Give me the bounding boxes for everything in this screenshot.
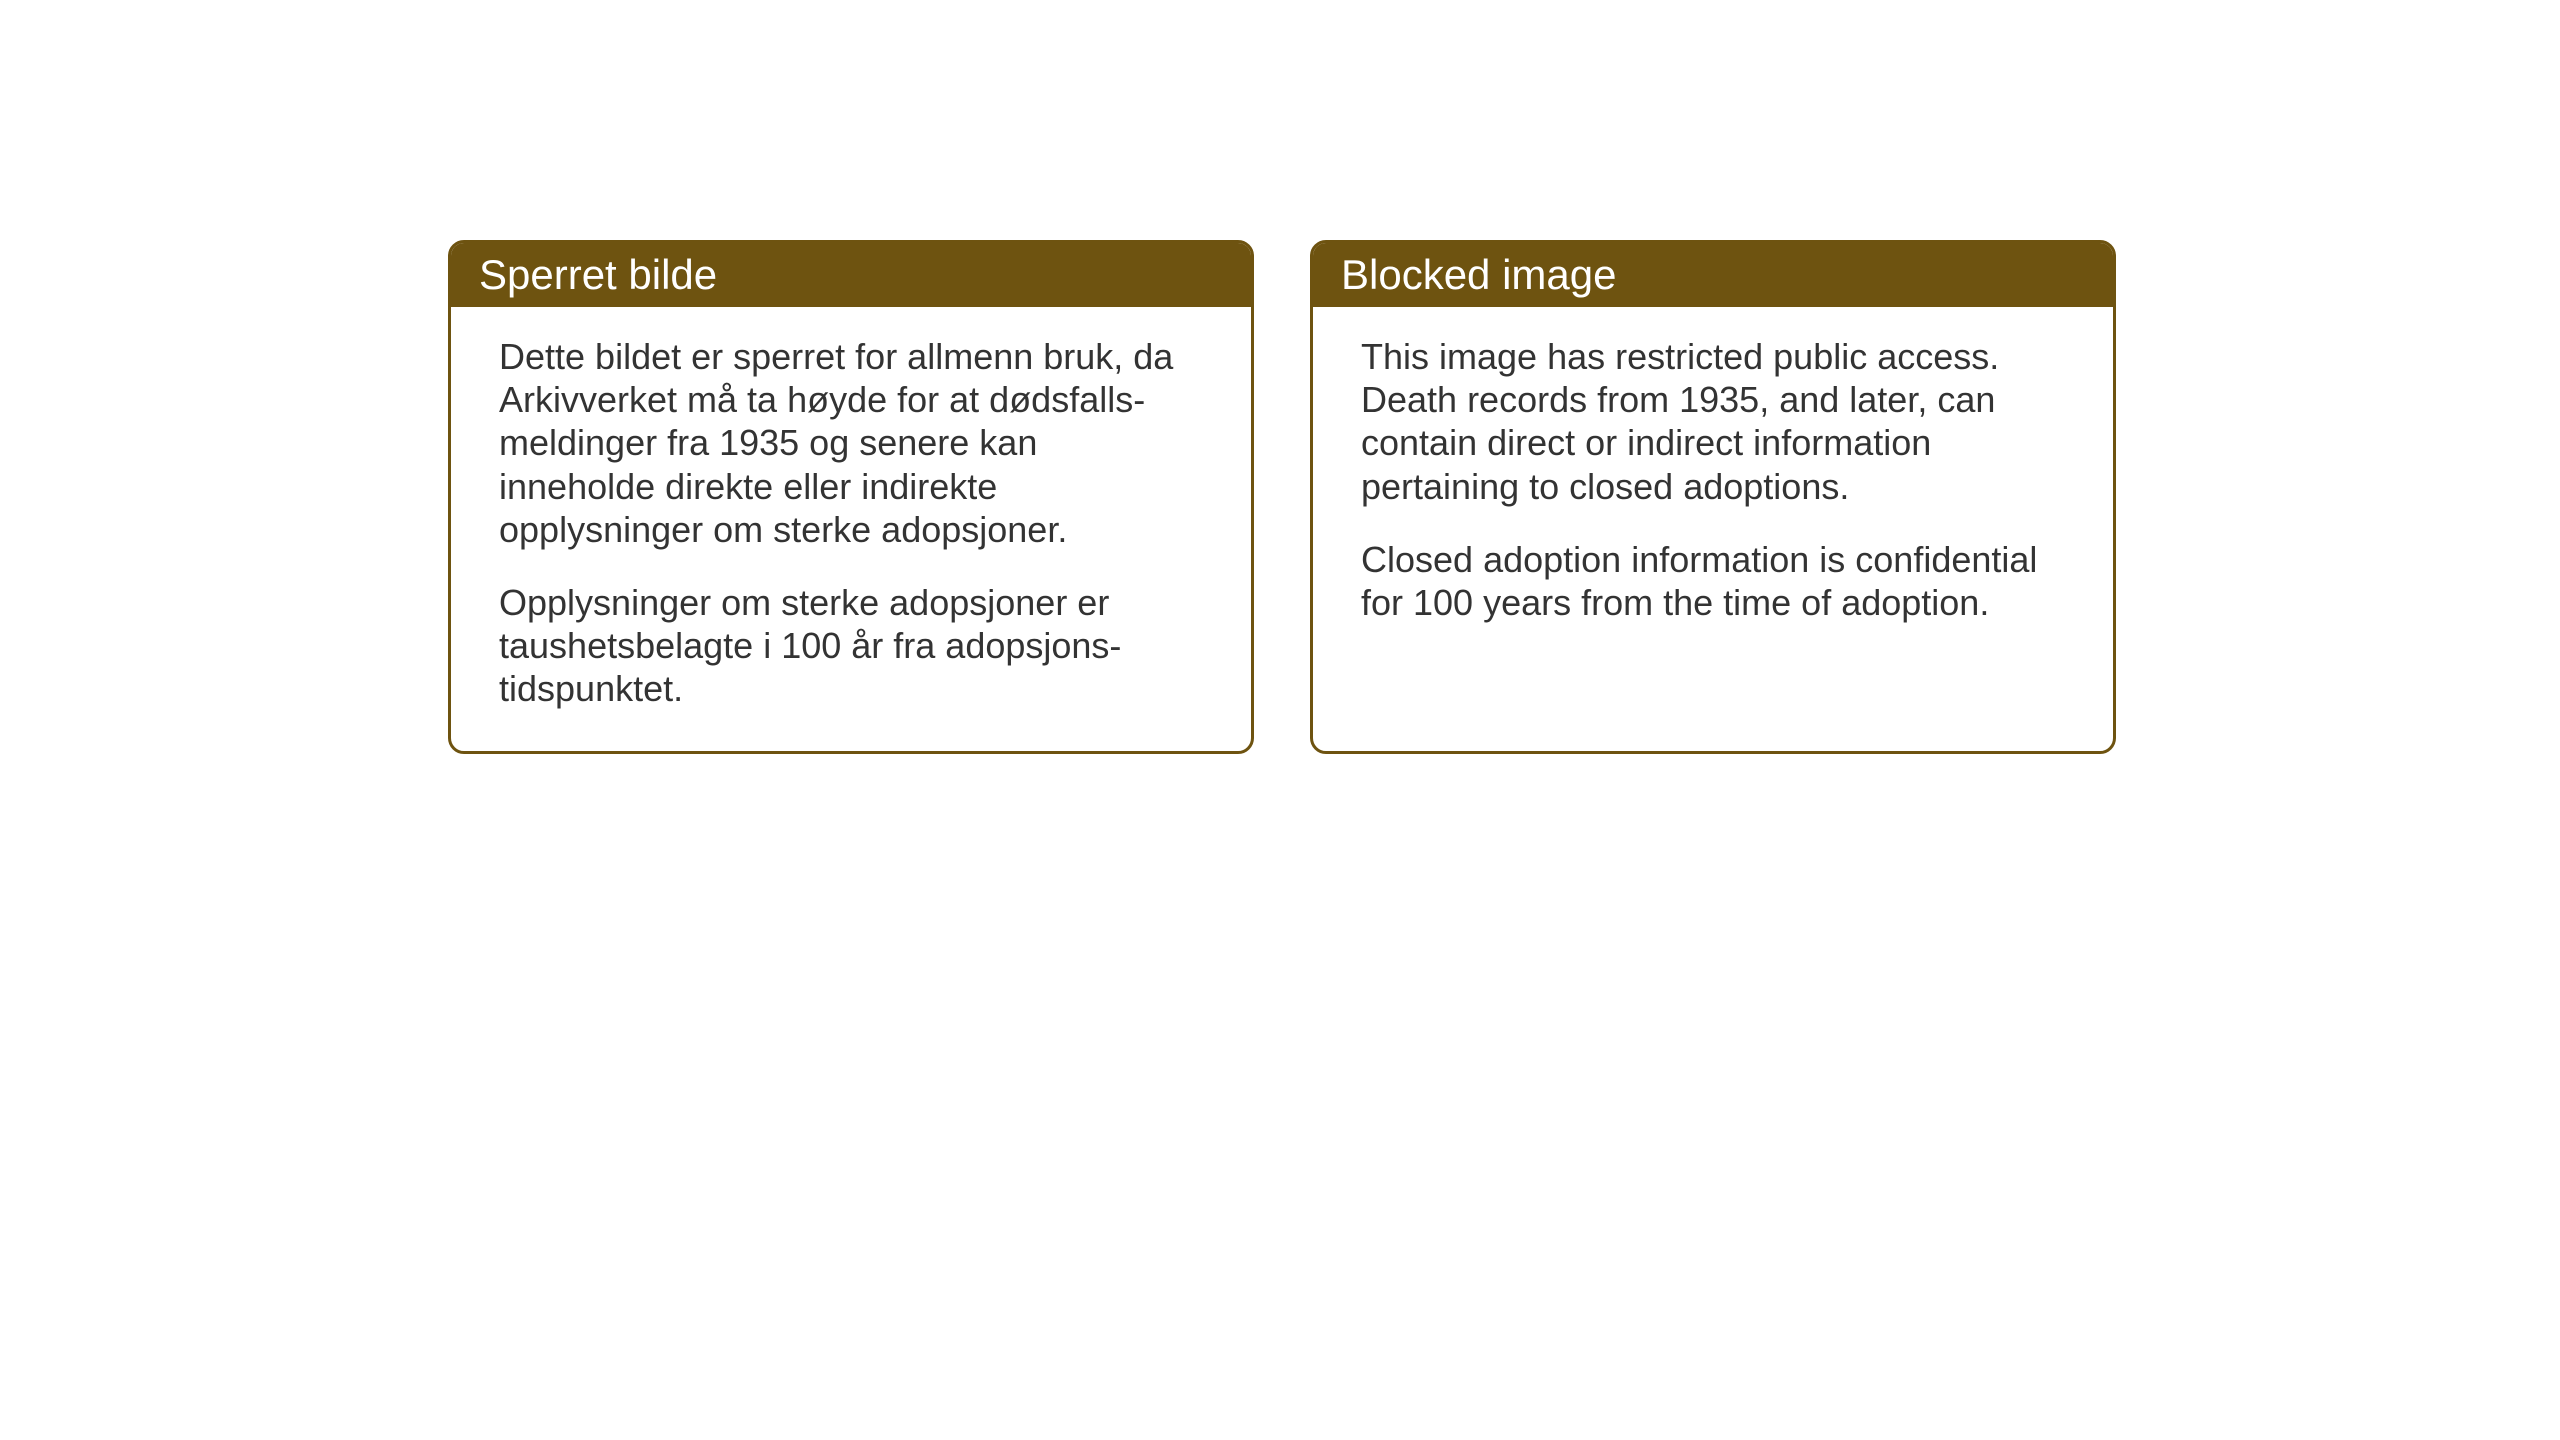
card-title-norwegian: Sperret bilde — [479, 251, 717, 298]
card-title-english: Blocked image — [1341, 251, 1616, 298]
notice-card-norwegian: Sperret bilde Dette bildet er sperret fo… — [448, 240, 1254, 754]
card-paragraph1-english: This image has restricted public access.… — [1361, 335, 2065, 508]
card-paragraph2-english: Closed adoption information is confident… — [1361, 538, 2065, 624]
notice-card-english: Blocked image This image has restricted … — [1310, 240, 2116, 754]
notice-container: Sperret bilde Dette bildet er sperret fo… — [448, 240, 2116, 754]
card-body-english: This image has restricted public access.… — [1313, 307, 2113, 664]
card-body-norwegian: Dette bildet er sperret for allmenn bruk… — [451, 307, 1251, 751]
card-paragraph2-norwegian: Opplysninger om sterke adopsjoner er tau… — [499, 581, 1203, 711]
card-paragraph1-norwegian: Dette bildet er sperret for allmenn bruk… — [499, 335, 1203, 551]
card-header-norwegian: Sperret bilde — [451, 243, 1251, 307]
card-header-english: Blocked image — [1313, 243, 2113, 307]
